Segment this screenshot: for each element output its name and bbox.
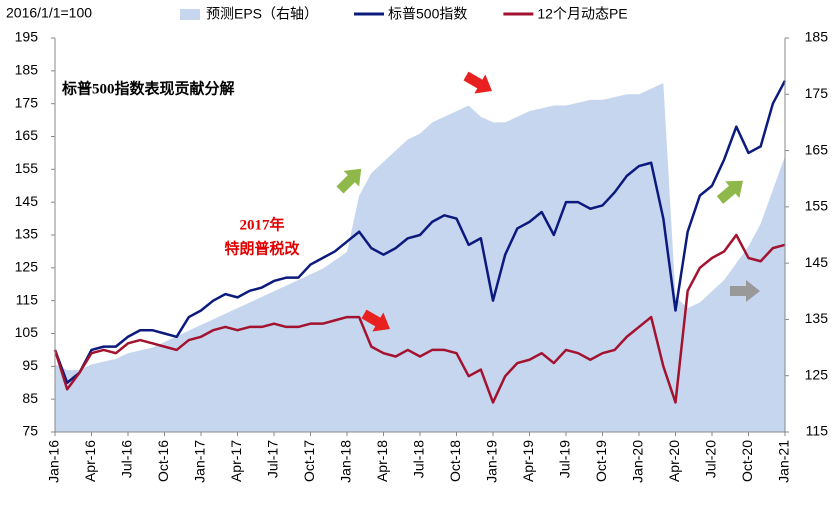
x-tick-label: Jan-17 [192,440,208,483]
y-tick-label: 105 [15,324,39,340]
y-tick-label: 175 [15,94,39,110]
x-tick-label: Apr-19 [520,440,536,482]
y2-tick-label: 135 [805,310,829,326]
line [53,233,786,404]
x-tick-label: Jan-21 [776,440,792,483]
x-tick-label: Oct-20 [739,440,755,482]
arrow [730,280,760,302]
arrow [716,180,743,204]
x-tick-label: Jul-17 [265,440,281,478]
y2-tick-label: 185 [805,29,829,45]
y2-tick-label: 125 [805,366,829,382]
x-tick-label: Oct-16 [155,440,171,482]
legend-label: 标普500指数 [388,6,467,22]
y-tick-label: 85 [22,390,38,406]
y2-tick-label: 145 [805,254,829,270]
y-tick-label: 135 [15,226,39,242]
line [53,80,787,384]
y-tick-label: 75 [22,423,38,439]
legend-label: 12个月动态PE [537,6,627,22]
y-tick-label: 155 [15,160,39,176]
x-tick-label: Oct-18 [447,440,463,482]
area [55,83,785,433]
y2-tick-label: 155 [805,198,829,214]
plot-area [53,80,787,433]
x-tick-label: Apr-16 [82,440,98,482]
y-tick-label: 145 [15,193,39,209]
x-tick-label: Jul-20 [703,440,719,478]
y-tick-label: 165 [15,127,39,143]
legend-label: 预测EPS（右轴） [206,6,318,22]
x-tick-label: Jan-16 [46,440,62,483]
y-tick-label: 195 [15,29,39,45]
chart-annotation: 标普500指数表现贡献分解 [61,79,235,97]
x-tick-label: Jan-20 [630,440,646,483]
arrow [336,168,362,194]
x-tick-label: Jan-19 [484,440,500,483]
x-tick-label: Jul-18 [411,440,427,478]
chart-annotation: 2017年 [239,215,284,233]
arrow [463,71,492,94]
x-tick-label: Oct-19 [593,440,609,482]
y2-tick-label: 175 [805,85,829,101]
chart-annotation: 特朗普税改 [224,239,300,257]
y-tick-label: 125 [15,259,39,275]
arrow [361,309,390,332]
x-tick-label: Oct-17 [301,440,317,482]
x-tick-label: Jan-18 [338,440,354,483]
x-tick-label: Jul-19 [557,440,573,478]
y2-tick-label: 165 [805,141,829,157]
legend-swatch [180,9,200,20]
x-tick-label: Apr-18 [374,440,390,482]
x-tick-label: Apr-20 [666,440,682,482]
y-tick-label: 185 [15,62,39,78]
y-tick-label: 115 [16,291,39,307]
x-tick-label: Jul-16 [119,440,135,478]
y-tick-label: 95 [22,357,38,373]
arrows [336,71,760,332]
y2-tick-label: 115 [806,423,829,439]
unit-label: 2016/1/1=100 [6,5,92,21]
x-tick-label: Apr-17 [228,440,244,482]
